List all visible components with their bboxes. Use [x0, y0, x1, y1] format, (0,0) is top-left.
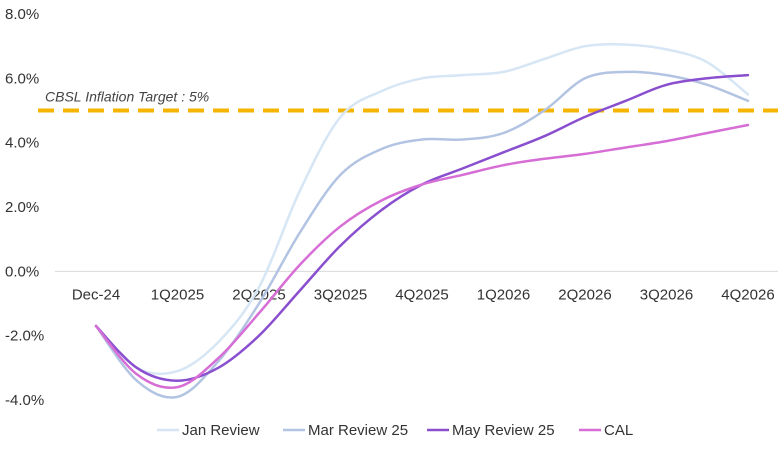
legend-label: Jan Review: [182, 422, 260, 439]
x-tick-label: 2Q2026: [558, 286, 611, 303]
x-tick-label: 3Q2025: [314, 286, 367, 303]
legend-label: CAL: [604, 422, 633, 439]
y-tick-label: -4.0%: [5, 392, 44, 409]
y-tick-label: -2.0%: [5, 328, 44, 345]
y-tick-label: 0.0%: [5, 263, 39, 280]
y-tick-label: 6.0%: [5, 70, 39, 87]
series-line-jan-review: [94, 42, 750, 376]
series-group: [94, 42, 750, 399]
x-axis: Dec-24 1Q2025 2Q2025 3Q2025 4Q2025 1Q2026 2Q20…: [55, 270, 778, 303]
x-tick-label: 4Q2026: [721, 286, 774, 303]
legend-label: Mar Review 25: [308, 422, 408, 439]
x-tick-label: 4Q2025: [395, 286, 448, 303]
x-tick-label: 3Q2026: [640, 286, 693, 303]
legend-label: May Review 25: [452, 422, 555, 439]
y-tick-label: 2.0%: [5, 199, 39, 216]
series-line-may-review-25: [94, 73, 750, 382]
inflation-target-label: CBSL Inflation Target : 5%: [45, 89, 209, 105]
x-tick-label: Dec-24: [72, 286, 120, 303]
x-tick-label: 1Q2026: [477, 286, 530, 303]
reference-line-group: CBSL Inflation Target : 5%: [38, 89, 778, 113]
y-tick-label: 8.0%: [5, 6, 39, 23]
y-axis: 8.0% 6.0% 4.0% 2.0% 0.0% -2.0% -4.0%: [5, 6, 44, 409]
x-tick-label: 1Q2025: [151, 286, 204, 303]
series-line-cal: [94, 123, 750, 389]
legend: Jan Review Mar Review 25 May Review 25 CAL: [157, 422, 633, 439]
y-tick-label: 4.0%: [5, 135, 39, 152]
series-line-mar-review-25: [94, 70, 750, 399]
